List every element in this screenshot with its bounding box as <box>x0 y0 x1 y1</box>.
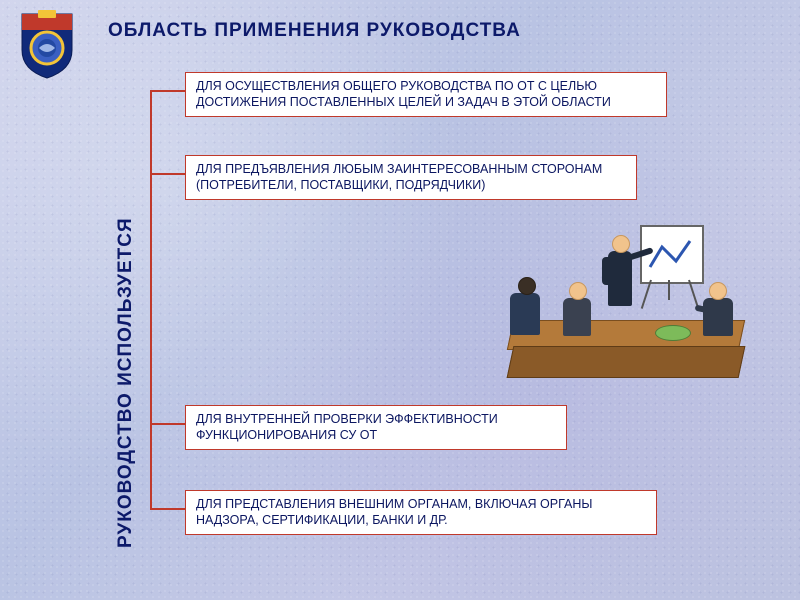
academy-logo <box>18 10 76 80</box>
vertical-axis-label: РУКОВОДСТВО ИСПОЛЬЗУЕТСЯ <box>115 217 137 548</box>
connector-h-4 <box>150 508 185 510</box>
use-box-2: ДЛЯ ПРЕДЪЯВЛЕНИЯ ЛЮБЫМ ЗАИНТЕРЕСОВАННЫМ … <box>185 155 637 200</box>
slide-canvas: ОБЛАСТЬ ПРИМЕНЕНИЯ РУКОВОДСТВА РУКОВОДСТ… <box>0 0 800 600</box>
connector-vertical <box>150 90 152 508</box>
use-box-4: ДЛЯ ПРЕДСТАВЛЕНИЯ ВНЕШНИМ ОРГАНАМ, ВКЛЮЧ… <box>185 490 657 535</box>
connector-h-3 <box>150 423 185 425</box>
connector-h-1 <box>150 90 185 92</box>
slide-title: ОБЛАСТЬ ПРИМЕНЕНИЯ РУКОВОДСТВА <box>108 20 760 42</box>
use-box-1: ДЛЯ ОСУЩЕСТВЛЕНИЯ ОБЩЕГО РУКОВОДСТВА ПО … <box>185 72 667 117</box>
meeting-clipart <box>500 225 760 385</box>
connector-h-2 <box>150 173 185 175</box>
use-box-3: ДЛЯ ВНУТРЕННЕЙ ПРОВЕРКИ ЭФФЕКТИВНОСТИ ФУ… <box>185 405 567 450</box>
